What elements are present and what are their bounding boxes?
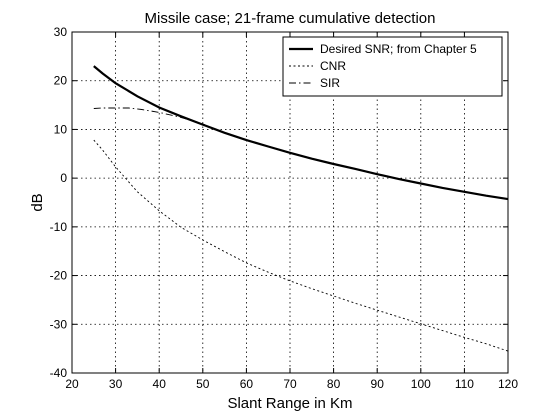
y-tick-label: -40 [50, 366, 68, 380]
grid [72, 32, 508, 373]
legend: Desired SNR; from Chapter 5 CNR SIR [282, 36, 503, 97]
axis-ticks: 20 30 40 50 60 70 80 90 100 110 120 -40 -30 -20 -10 0 10… [50, 25, 519, 391]
x-tick-label: 30 [109, 377, 123, 391]
x-tick-label: 110 [455, 377, 474, 391]
y-tick-label: 0 [60, 171, 67, 185]
y-tick-label: -20 [50, 269, 68, 283]
x-tick-label: 70 [283, 377, 297, 391]
x-tick-label: 20 [65, 377, 79, 391]
x-tick-label: 40 [153, 377, 167, 391]
x-tick-label: 50 [196, 377, 210, 391]
x-tick-label: 60 [240, 377, 254, 391]
y-tick-label: 20 [54, 74, 68, 88]
series-group [93, 65, 509, 352]
y-tick-label: 30 [54, 25, 68, 39]
x-tick-label: 80 [327, 377, 341, 391]
series-line-sir [93, 107, 208, 126]
x-axis-label: Slant Range in Km [227, 395, 352, 412]
legend-box [282, 36, 503, 97]
legend-label-sir: SIR [320, 76, 340, 90]
y-tick-label: -30 [50, 317, 68, 331]
x-tick-label: 120 [498, 377, 518, 391]
chart-title: Missile case; 21-frame cumulative detect… [145, 10, 436, 27]
y-tick-label: -10 [50, 220, 68, 234]
x-tick-label: 90 [371, 377, 385, 391]
legend-label-desired-snr: Desired SNR; from Chapter 5 [320, 42, 477, 56]
y-tick-label: 10 [54, 122, 68, 136]
series-line-cnr [93, 139, 509, 352]
x-tick-label: 100 [411, 377, 431, 391]
legend-label-cnr: CNR [320, 59, 346, 73]
y-axis-label: dB [29, 193, 46, 211]
series-line-desired-snr [93, 65, 509, 201]
